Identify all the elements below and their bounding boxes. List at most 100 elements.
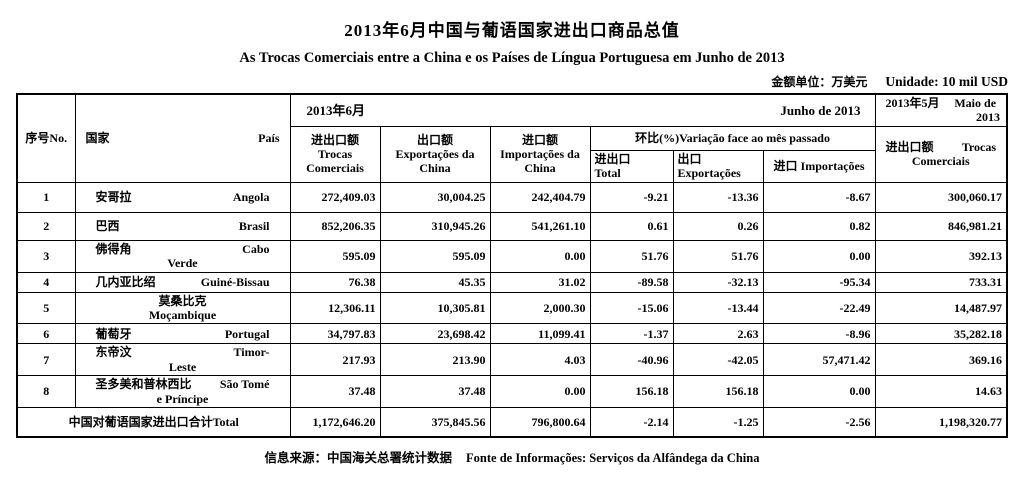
trocas-cell: 12,306.11 (289, 291, 381, 325)
country-name-pt: Timor- (233, 345, 270, 360)
table-row: 6 葡萄牙 Portugal 34,797.83 23,698.42 11,099.41-… (16, 323, 1008, 345)
total-var-importacoes: -2.56 (762, 406, 876, 438)
page: 2013年6月中国与葡语国家进出口商品总值 As Trocas Comercia… (0, 16, 1024, 466)
header-may-col-cn: 进出口额 (885, 139, 934, 154)
unit-label-pt: Unidade: 10 mil USD (885, 74, 1008, 89)
header-no: 序号No. (16, 93, 76, 183)
importacoes-cell: 2,000.30 (489, 291, 591, 325)
var-total-cell: 156.18 (589, 375, 674, 408)
header-may-col-pt1: Trocas (961, 139, 997, 154)
header-var-total: 进出口 Total (589, 149, 674, 183)
country-cell: 安哥拉 Angola (74, 181, 291, 213)
country-name-cn: 佛得角 (95, 241, 132, 256)
country-name-cn: 东帝汶 (95, 345, 132, 360)
page-title: 2013年6月中国与葡语国家进出口商品总值 (344, 21, 680, 40)
importacoes-cell: 541,261.10 (489, 211, 591, 241)
country-name-cn: 几内亚比绍 (95, 274, 156, 289)
row-number: 1 (16, 181, 76, 213)
importacoes-cell: 0.00 (489, 239, 591, 273)
header-may-cn: 2013年5月 (885, 96, 940, 110)
exportacoes-cell: 10,305.81 (379, 291, 491, 325)
header-variation-span: 环比(%)Variação face ao mês passado (589, 125, 876, 151)
total-var-exportacoes: -1.25 (672, 406, 764, 438)
total-var-total: -2.14 (589, 406, 674, 438)
header-may-pt2: 2013 (976, 110, 1001, 125)
total-importacoes: 796,800.64 (489, 406, 591, 438)
header-country-pt: País (258, 131, 280, 146)
var-exportacoes-cell: -13.44 (672, 291, 764, 325)
exportacoes-cell: 595.09 (379, 239, 491, 273)
var-exportacoes-cell: -42.05 (672, 343, 764, 377)
may-trocas-cell: 14,487.97 (874, 291, 1008, 325)
may-trocas-cell: 733.31 (874, 271, 1008, 293)
row-number: 8 (16, 375, 76, 408)
trocas-cell: 852,206.35 (289, 211, 381, 241)
table-row: 2 巴西 Brasil 852,206.35 310,945.26 541,261.10 0… (16, 211, 1008, 241)
header-var-importacoes: 进口 Importações (762, 149, 876, 183)
exportacoes-cell: 37.48 (379, 375, 491, 408)
header-may-pt1: Maio de (954, 96, 997, 110)
header-col-trocas: 进出口额 Trocas Comerciais (289, 125, 381, 183)
table-row: 5 莫桑比克 Moçambique 12,306.11 10,305.81 2,000.3… (16, 291, 1008, 325)
row-number: 5 (16, 291, 76, 325)
total-trocas: 1,172,646.20 (289, 406, 381, 438)
may-trocas-cell: 14.63 (874, 375, 1008, 408)
var-importacoes-cell: -95.34 (762, 271, 876, 293)
country-name-pt: Cabo (242, 241, 270, 256)
importacoes-cell: 0.00 (489, 375, 591, 408)
var-total-cell: -9.21 (589, 181, 674, 213)
var-total-cell: -40.96 (589, 343, 674, 377)
country-cell: 巴西 Brasil (74, 211, 291, 241)
country-cell: 东帝汶 Timor- Leste (74, 343, 291, 377)
may-trocas-cell: 35,282.18 (874, 323, 1008, 345)
total-label: 中国对葡语国家进出口合计Total (16, 406, 291, 438)
total-exportacoes: 375,845.56 (379, 406, 491, 438)
country-name-pt-wrap: Moçambique (148, 307, 217, 322)
exportacoes-cell: 23,698.42 (379, 323, 491, 345)
country-cell: 佛得角 Cabo Verde (74, 239, 291, 273)
header-country-cn: 国家 (85, 131, 110, 146)
trocas-cell: 595.09 (289, 239, 381, 273)
var-exportacoes-cell: -32.13 (672, 271, 764, 293)
header-june-cn: 2013年6月 (306, 102, 366, 118)
country-name-pt-wrap: e Príncipe (156, 391, 209, 406)
unit-line: 金额单位：万美元 Unidade: 10 mil USD (0, 73, 1024, 90)
var-exportacoes-cell: 2.63 (672, 323, 764, 345)
trocas-cell: 37.48 (289, 375, 381, 408)
row-number: 4 (16, 271, 76, 293)
country-name-pt-wrap: Verde (167, 256, 198, 271)
table-body: 1 安哥拉 Angola 272,409.03 30,004.25 242,404.79-… (16, 181, 1008, 408)
country-name-cn: 莫桑比克 (158, 293, 207, 308)
header-june-span: 2013年6月 Junho de 2013 (289, 93, 876, 127)
header-may-col-pt2: Comerciais (911, 154, 970, 169)
country-cell: 葡萄牙 Portugal (74, 323, 291, 345)
var-importacoes-cell: 0.00 (762, 375, 876, 408)
header-var-exp-cn: 出口 (677, 151, 702, 166)
var-total-cell: 0.61 (589, 211, 674, 241)
country-name-pt-wrap: Leste (168, 359, 197, 374)
header-col-importacoes: 进口额 Importações da China (489, 125, 591, 183)
exportacoes-cell: 30,004.25 (379, 181, 491, 213)
exportacoes-cell: 213.90 (379, 343, 491, 377)
country-name-cn: 葡萄牙 (95, 326, 132, 341)
may-trocas-cell: 369.16 (874, 343, 1008, 377)
trocas-cell: 34,797.83 (289, 323, 381, 345)
var-exportacoes-cell: 156.18 (672, 375, 764, 408)
var-importacoes-cell: 0.00 (762, 239, 876, 273)
country-cell: 圣多美和普林西比 São Tomé e Príncipe (74, 375, 291, 408)
table-row: 3 佛得角 Cabo Verde 595.09 595.09 0.00 51.76 51.76 0… (16, 239, 1008, 273)
may-trocas-cell: 392.13 (874, 239, 1008, 273)
trocas-cell: 217.93 (289, 343, 381, 377)
row-number: 2 (16, 211, 76, 241)
header-var-exp-pt: Exportações (677, 166, 741, 181)
table-row: 7 东帝汶 Timor- Leste 217.93 213.90 4.03 -40.96 -42… (16, 343, 1008, 377)
country-name-pt: São Tomé (219, 377, 270, 392)
header-may-col: 进出口额 Trocas Comerciais (874, 125, 1008, 183)
var-exportacoes-cell: 0.26 (672, 211, 764, 241)
source-cn: 信息来源：中国海关总署统计数据 (264, 451, 453, 466)
var-exportacoes-cell: -13.36 (672, 181, 764, 213)
importacoes-cell: 242,404.79 (489, 181, 591, 213)
source-line: 信息来源：中国海关总署统计数据 Fonte de Informações: Se… (0, 447, 1024, 466)
country-cell: 几内亚比绍 Guiné-Bissau (74, 271, 291, 293)
header-var-total-cn: 进出口 (594, 151, 631, 166)
